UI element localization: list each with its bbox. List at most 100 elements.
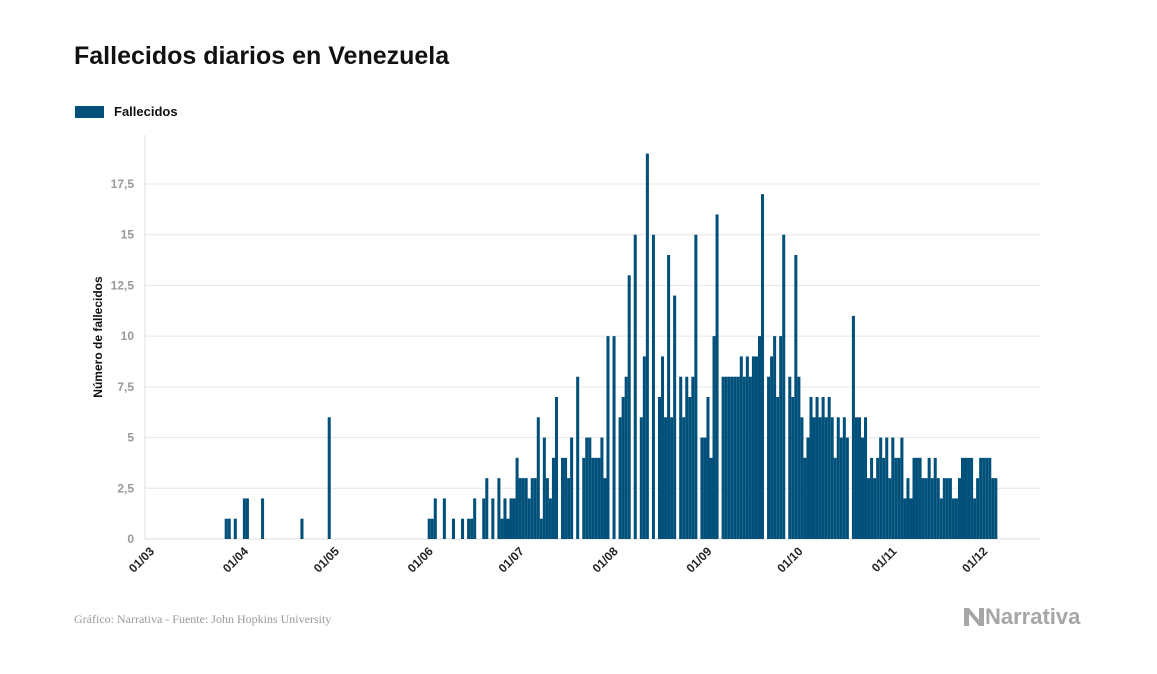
bar [857,417,861,539]
bar [597,457,601,539]
bar [730,376,734,539]
bar [548,498,552,539]
bar [945,478,949,539]
bar [870,457,874,539]
bar [930,478,934,539]
bar [706,397,710,539]
bar [733,376,737,539]
bar [903,498,907,539]
bar [688,397,692,539]
bar [976,478,980,539]
bar [876,457,880,539]
bar [473,498,477,539]
bar [430,518,434,539]
bar [839,437,843,539]
bar [864,417,868,539]
bar [988,457,992,539]
bar [991,478,995,539]
narrativa-logo: Narrativa [963,604,1080,630]
bar [536,417,540,539]
bar [933,457,937,539]
bar [512,498,516,539]
bar [233,518,237,539]
y-tick-label: 10 [121,329,135,343]
bar [809,397,813,539]
bar [521,478,525,539]
legend: Fallecidos [75,104,178,119]
bar [682,417,686,539]
bar [794,255,798,539]
bar [967,457,971,539]
bar [948,478,952,539]
bar [679,376,683,539]
bar [582,457,586,539]
bar [700,437,704,539]
bar [770,356,774,539]
bar [927,457,931,539]
bar [939,498,943,539]
bar [667,255,671,539]
bar [533,478,537,539]
bar [482,498,486,539]
bar [909,498,913,539]
y-tick-label: 17,5 [111,177,135,191]
x-tick-label: 01/11 [869,544,900,575]
bar [833,457,837,539]
bar [742,376,746,539]
bar [985,457,989,539]
bar [327,417,331,539]
bar [879,437,883,539]
bar [642,356,646,539]
bar [721,376,725,539]
bar [912,457,916,539]
bar [451,518,455,539]
y-tick-label: 5 [127,431,134,445]
bar [485,478,489,539]
bar [812,417,816,539]
bar [900,437,904,539]
bar [815,397,819,539]
bar [894,457,898,539]
bar [694,234,698,539]
bar [982,457,986,539]
bar [918,457,922,539]
bar [491,498,495,539]
bar [657,397,662,539]
bar [782,234,786,539]
bar [761,194,765,539]
bar [661,356,665,539]
bar [767,376,771,539]
bar [503,498,507,539]
bar [906,478,910,539]
bar [703,437,707,539]
bar [964,457,968,539]
x-tick-label: 01/07 [496,544,527,575]
y-tick-label: 15 [121,228,135,242]
bar [539,518,543,539]
bar [427,518,431,539]
bar [470,518,474,539]
bar [497,478,501,539]
bar [618,417,622,539]
x-tick-label: 01/05 [311,544,342,575]
bar [627,275,631,539]
bar [639,417,643,539]
bar [827,397,831,539]
bar [836,417,840,539]
bar [842,417,846,539]
bar [567,478,571,539]
legend-swatch [75,105,104,118]
bar [612,336,616,539]
bar [245,498,249,539]
bar [921,478,925,539]
narrativa-logo-icon [964,608,984,626]
bar [951,498,955,539]
bar [261,498,265,539]
bar [500,518,504,539]
bar [973,498,977,539]
bar [467,518,471,539]
bar [709,457,713,539]
y-tick-label: 2,5 [117,481,134,495]
bar [670,417,674,539]
